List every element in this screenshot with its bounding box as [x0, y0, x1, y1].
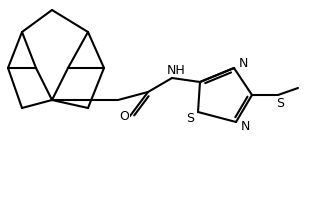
Text: N: N	[238, 56, 248, 69]
Text: S: S	[186, 111, 194, 124]
Text: NH: NH	[167, 63, 185, 76]
Text: O: O	[119, 110, 129, 123]
Text: N: N	[240, 121, 250, 133]
Text: S: S	[276, 96, 284, 110]
